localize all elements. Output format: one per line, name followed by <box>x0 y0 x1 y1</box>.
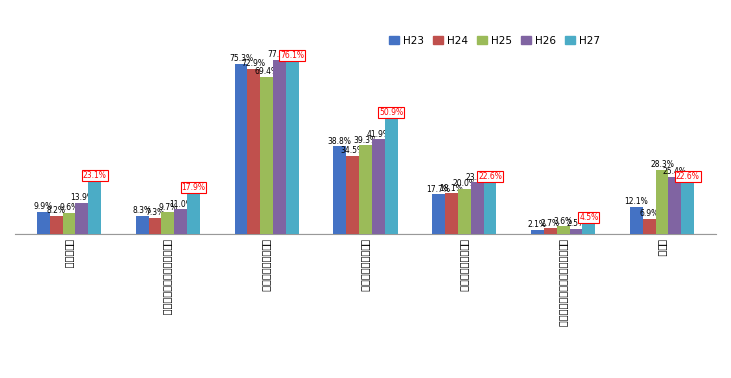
Bar <box>544 228 557 234</box>
Bar <box>531 229 544 234</box>
Text: 34.5%: 34.5% <box>341 146 365 155</box>
Bar <box>681 183 694 234</box>
Bar <box>668 177 681 234</box>
Bar <box>583 224 595 234</box>
Bar <box>458 189 471 234</box>
Bar <box>50 216 63 234</box>
Text: 39.3%: 39.3% <box>353 136 378 144</box>
Text: 7.3%: 7.3% <box>145 208 164 217</box>
Text: 76.1%: 76.1% <box>281 51 304 60</box>
Bar <box>37 212 50 234</box>
Text: 12.1%: 12.1% <box>624 197 648 206</box>
Bar <box>385 119 398 234</box>
Text: 23.1%: 23.1% <box>83 171 107 180</box>
Text: 28.3%: 28.3% <box>650 161 674 169</box>
Bar <box>471 182 484 234</box>
Bar <box>484 183 496 234</box>
Text: 2.1%: 2.1% <box>528 220 547 229</box>
Bar <box>247 69 260 234</box>
Text: 11.0%: 11.0% <box>169 200 192 209</box>
Bar <box>235 64 247 234</box>
Text: 20.0%: 20.0% <box>452 179 477 188</box>
Text: 75.3%: 75.3% <box>229 54 253 63</box>
Bar <box>174 209 187 234</box>
Bar <box>187 194 200 234</box>
Text: 77.0%: 77.0% <box>268 50 292 59</box>
Bar <box>630 207 643 234</box>
Text: 50.9%: 50.9% <box>379 108 404 117</box>
Text: 3.6%: 3.6% <box>553 217 573 226</box>
Text: 2.7%: 2.7% <box>541 218 560 228</box>
Text: 22.6%: 22.6% <box>675 172 700 181</box>
Bar <box>643 219 656 234</box>
Text: 6.9%: 6.9% <box>640 209 659 218</box>
Text: 9.7%: 9.7% <box>158 203 178 212</box>
Bar <box>88 182 101 234</box>
Text: 9.6%: 9.6% <box>59 203 79 212</box>
Bar <box>286 62 299 234</box>
Text: 69.4%: 69.4% <box>254 67 279 76</box>
Bar <box>346 156 359 234</box>
Text: 17.9%: 17.9% <box>181 183 205 192</box>
Bar <box>75 203 88 234</box>
Bar <box>372 139 385 234</box>
Bar <box>148 218 162 234</box>
Bar <box>557 226 569 234</box>
Bar <box>63 212 75 234</box>
Text: 9.9%: 9.9% <box>34 202 53 211</box>
Text: 72.9%: 72.9% <box>242 59 266 68</box>
Bar <box>569 229 583 234</box>
Bar <box>656 170 668 234</box>
Bar <box>333 146 346 234</box>
Text: 18.1%: 18.1% <box>439 184 463 193</box>
Bar <box>273 60 286 234</box>
Text: 8.2%: 8.2% <box>47 206 66 215</box>
Bar <box>445 193 458 234</box>
Bar <box>136 215 148 234</box>
Bar <box>432 194 445 234</box>
Text: 8.3%: 8.3% <box>132 206 152 215</box>
Text: 13.9%: 13.9% <box>70 193 94 202</box>
Bar <box>260 77 273 234</box>
Text: 22.6%: 22.6% <box>478 172 502 181</box>
Bar <box>162 212 174 234</box>
Text: 17.7%: 17.7% <box>427 184 450 194</box>
Legend: H23, H24, H25, H26, H27: H23, H24, H25, H26, H27 <box>385 31 605 50</box>
Text: 4.5%: 4.5% <box>579 213 599 222</box>
Text: 41.9%: 41.9% <box>366 130 390 139</box>
Text: 23.0%: 23.0% <box>465 172 489 181</box>
Text: 38.8%: 38.8% <box>328 137 352 146</box>
Text: 25.4%: 25.4% <box>663 167 687 176</box>
Bar <box>359 145 372 234</box>
Text: 2.5%: 2.5% <box>567 219 586 228</box>
